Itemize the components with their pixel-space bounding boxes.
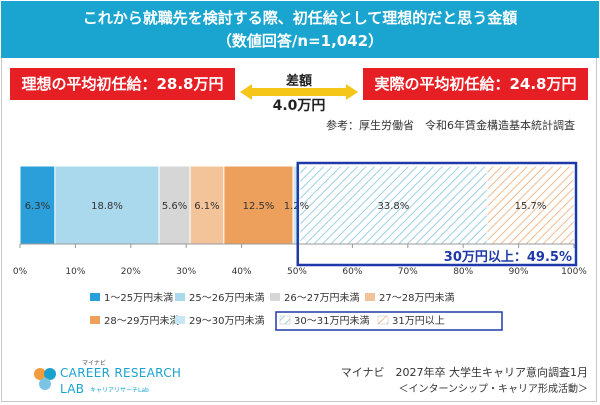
survey-source-detail: ＜インターンシップ・キャリア形成活動＞ xyxy=(398,384,589,395)
x-tick-label-6: 60% xyxy=(342,267,362,277)
legend-highlight-box xyxy=(275,311,503,331)
highlight-box xyxy=(296,161,578,267)
actual-salary-label: 実際の平均初任給：24.8万円 xyxy=(363,68,588,100)
difference-title: 差額 xyxy=(285,74,312,89)
chart-subtitle: （数値回答/n=1,042） xyxy=(216,32,384,50)
ideal-salary-label: 理想の平均初任給：28.8万円 xyxy=(10,68,235,100)
bar-segment-1 xyxy=(19,165,56,245)
data-label-3: 5.6% xyxy=(162,201,187,212)
legend-label-5: 28～29万円未満 xyxy=(104,315,179,327)
legend-swatch-3 xyxy=(270,293,280,301)
data-label-1: 6.3% xyxy=(25,201,50,212)
data-label-7: 33.8% xyxy=(378,201,410,212)
legend-swatch-1 xyxy=(90,293,100,301)
x-tick-label-3: 30% xyxy=(176,267,196,277)
legend-swatch-8 xyxy=(377,315,389,325)
legend-label-2: 25～26万円未満 xyxy=(189,292,264,304)
legend-swatch-5 xyxy=(90,316,100,324)
legend-label-4: 27～28万円未満 xyxy=(379,292,454,304)
legend-swatch-7 xyxy=(279,315,291,325)
x-tick-label-1: 10% xyxy=(65,267,85,277)
legend-label-8: 31万円以上 xyxy=(392,315,445,327)
data-label-5: 12.5% xyxy=(243,201,275,212)
legend-swatch-2 xyxy=(175,293,185,301)
difference-value: 4.0万円 xyxy=(272,98,326,114)
chart-title: これから就職先を検討する際、初任給として理想的だと思う金額 xyxy=(82,9,518,27)
logo-brand: マイナビ xyxy=(82,360,106,367)
legend-label-3: 26～27万円未満 xyxy=(284,292,359,304)
survey-source: マイナビ 2027年卒 大学生キャリア意向調査1月 xyxy=(340,366,588,379)
x-tick-label-4: 40% xyxy=(232,267,252,277)
title-banner: これから就職先を検討する際、初任給として理想的だと思う金額 （数値回答/n=1,… xyxy=(1,1,599,58)
x-tick-label-10: 100% xyxy=(561,267,587,277)
data-label-8: 15.7% xyxy=(515,201,547,212)
career-research-lab-logo-icon xyxy=(34,368,56,390)
logo-text-line2: LAB xyxy=(60,382,85,396)
x-tick-label-7: 70% xyxy=(398,267,418,277)
highlight-label: 30万円以上：49.5% xyxy=(444,250,572,265)
logo-text-line1: CAREER RESEARCH xyxy=(60,366,182,380)
source-note: 参考：厚生労働省 令和6年賃金構造基本統計調査 xyxy=(326,119,575,132)
x-tick-label-8: 80% xyxy=(453,267,473,277)
x-tick-label-0: 0% xyxy=(13,267,28,277)
x-tick-label-5: 50% xyxy=(287,267,307,277)
legend-label-1: 1～25万円未満 xyxy=(104,292,173,304)
bar-segment-3 xyxy=(158,165,191,245)
data-label-4: 6.1% xyxy=(194,201,219,212)
data-label-2: 18.8% xyxy=(91,201,123,212)
data-label-6: 1.2% xyxy=(284,201,309,212)
difference-arrow xyxy=(240,84,358,100)
logo-subtext: キャリアリサーチLab xyxy=(90,387,149,394)
legend-swatch-6 xyxy=(175,316,185,324)
legend-swatch-4 xyxy=(365,293,375,301)
bar-segment-8 xyxy=(486,165,575,245)
legend-label-6: 29～30万円未満 xyxy=(189,315,264,327)
legend-label-7: 30～31万円未満 xyxy=(294,315,369,327)
stacked-bar-chart: 6.3% 18.8% 5.6% 6.1% 12.5% 1.2% 33.8% 15.7% 0% 1… xyxy=(13,161,587,331)
x-tick-label-9: 90% xyxy=(509,267,529,277)
x-tick-label-2: 20% xyxy=(121,267,141,277)
bar-segment-2 xyxy=(54,165,160,245)
